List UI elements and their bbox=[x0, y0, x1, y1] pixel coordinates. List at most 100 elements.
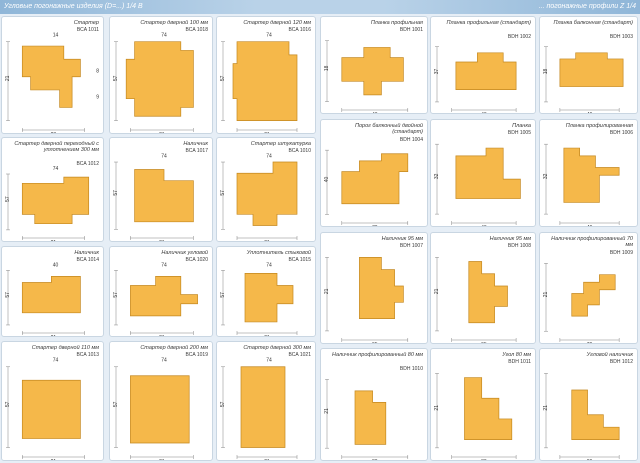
profile-title: Планка балконная (стандарт) bbox=[553, 20, 633, 26]
dimension-label: 80 bbox=[372, 459, 378, 461]
profile-title: Угол 80 мм bbox=[502, 352, 531, 358]
width-dimension-line bbox=[236, 455, 298, 459]
profile-card: 21 57 74 Стартер дверной 120 мм BCA 1016 bbox=[216, 16, 316, 134]
profile-code: BDH 1005 bbox=[507, 130, 531, 137]
dimension-label: 80 bbox=[481, 459, 487, 461]
dimension-label: 74 bbox=[161, 153, 167, 159]
width-dimension-line bbox=[341, 108, 409, 112]
height-dimension-line bbox=[544, 263, 548, 332]
dimension-label: 21 bbox=[264, 459, 270, 461]
dimension-label: 21 bbox=[51, 459, 57, 461]
profile-cross-section bbox=[572, 275, 615, 316]
profile-code: BCA 1012 bbox=[76, 160, 99, 167]
width-dimension-line bbox=[236, 128, 298, 132]
dimension-label: 70 bbox=[587, 342, 593, 344]
profile-code: BDH 1006 bbox=[609, 130, 633, 137]
dimension-label: 57 bbox=[5, 292, 11, 298]
profile-title: Планка профильная (стандарт) bbox=[446, 20, 531, 26]
dimension-label: 40 bbox=[481, 225, 487, 227]
profile-title: Наличник bbox=[183, 141, 208, 147]
profile-cross-section bbox=[22, 46, 80, 107]
profile-drawing: 21 57 40 bbox=[5, 262, 85, 336]
profile-drawing: 40 32 bbox=[543, 143, 638, 227]
dimension-label: 40 bbox=[587, 225, 593, 227]
profile-title: Наличник bbox=[74, 250, 99, 256]
profile-card: 21 57 74 Стартер дверной 200 мм BCA 1019 bbox=[109, 341, 213, 461]
profile-card: 40 32 Планка BDH 1005 bbox=[430, 119, 536, 227]
profile-title: Порог балконный двойной (стандарт) bbox=[355, 123, 423, 136]
profile-code: BCA 1011 bbox=[76, 27, 99, 34]
profile-drawing: 80 21 bbox=[434, 373, 517, 461]
profile-title: Планка bbox=[512, 123, 531, 129]
height-dimension-line bbox=[325, 257, 329, 332]
dimension-label: 32 bbox=[543, 173, 549, 179]
profile-drawing: 80 21 bbox=[543, 373, 638, 461]
height-dimension-line bbox=[221, 161, 225, 230]
dimension-label: 18 bbox=[324, 65, 330, 71]
width-dimension-line bbox=[236, 331, 298, 335]
width-dimension-line bbox=[130, 128, 194, 132]
dimension-label: 80 bbox=[587, 459, 593, 461]
profile-card: 21 57 74 Уплотнитель стыковой BCA 1015 bbox=[216, 246, 316, 337]
page-header: Угловые погонажные изделия (D=...) 1/4 B… bbox=[0, 0, 640, 14]
profile-code: BDH 1007 bbox=[399, 243, 423, 250]
dimension-label: 74 bbox=[266, 153, 272, 159]
profile-card: 21 57 74 Наличник угловой BCA 1020 bbox=[109, 246, 213, 337]
profile-cross-section bbox=[22, 380, 80, 438]
dimension-label: 57 bbox=[220, 292, 226, 298]
profile-card: 40 37 Планка профильная (стандарт) BDH 1002 bbox=[430, 16, 536, 114]
profile-card: 21 57 74 Стартер дверной 300 мм BCA 1021 bbox=[216, 341, 316, 461]
profile-card: 70 40 Порог балконный двойной (стандарт) BD… bbox=[320, 119, 428, 227]
profile-code: BCA 1017 bbox=[185, 148, 208, 155]
dimension-label: 74 bbox=[266, 262, 272, 268]
dimension-label: 57 bbox=[113, 401, 119, 407]
profile-drawing: 21 57 74 bbox=[5, 357, 85, 461]
dimension-label: 57 bbox=[113, 75, 119, 81]
profile-title: Стартер дверной переходный с уплотнением… bbox=[14, 141, 99, 154]
profile-cross-section bbox=[465, 378, 512, 440]
height-dimension-line bbox=[6, 270, 10, 326]
height-dimension-line bbox=[6, 366, 10, 448]
profile-card: 21 57 74 Стартер штукатурка BCA 1010 bbox=[216, 137, 316, 242]
profile-cross-section bbox=[135, 170, 194, 222]
profile-card: 21 57 74 Стартер дверной переходный с уплот… bbox=[1, 137, 104, 242]
profile-card: 80 21 Угол 80 мм BDH 1011 bbox=[430, 348, 536, 461]
dimension-label: 28 bbox=[51, 132, 57, 134]
height-dimension-line bbox=[325, 379, 329, 449]
dimension-label: 57 bbox=[220, 75, 226, 81]
dimension-label: 40 bbox=[53, 262, 59, 268]
dimension-label: 74 bbox=[161, 262, 167, 268]
profile-cross-section bbox=[469, 261, 508, 322]
profile-code: BCA 1016 bbox=[288, 27, 311, 34]
profile-drawing: 40 18 bbox=[324, 40, 409, 113]
header-left-text: Угловые погонажные изделия (D=...) 1/4 B bbox=[4, 3, 143, 10]
profile-drawing: 21 57 74 bbox=[113, 153, 213, 241]
dimension-label: 74 bbox=[266, 32, 272, 38]
profile-drawing: 21 57 74 bbox=[5, 166, 104, 241]
dimension-label: 57 bbox=[113, 190, 119, 196]
height-dimension-line bbox=[6, 41, 10, 121]
width-dimension-line bbox=[22, 128, 85, 132]
profile-cross-section bbox=[456, 53, 516, 90]
profile-cross-section bbox=[126, 42, 193, 117]
profile-title: Уплотнитель стыковой bbox=[246, 250, 311, 256]
height-dimension-line bbox=[221, 366, 225, 448]
profile-drawing: 40 37 bbox=[434, 46, 536, 113]
profile-code: BCA 1021 bbox=[288, 352, 311, 359]
profile-code: BCA 1018 bbox=[185, 27, 208, 34]
width-dimension-line bbox=[341, 221, 409, 225]
header-right-text: ... погонажные профили Z 1/4 bbox=[538, 3, 636, 10]
profile-cross-section bbox=[245, 273, 293, 322]
height-dimension-line bbox=[114, 270, 118, 326]
height-dimension-line bbox=[544, 373, 548, 449]
dimension-label: 21 bbox=[543, 292, 549, 298]
profile-code: BDH 1008 bbox=[507, 243, 531, 250]
height-dimension-line bbox=[221, 270, 225, 326]
profile-title: Стартер дверной 100 мм bbox=[140, 20, 208, 26]
height-dimension-line bbox=[114, 161, 118, 230]
dimension-label: 9 bbox=[96, 95, 99, 101]
profile-cross-section bbox=[355, 391, 386, 444]
profile-code: BCA 1013 bbox=[76, 352, 99, 359]
dimension-label: 70 bbox=[372, 225, 378, 227]
profile-drawing: 40 32 bbox=[434, 143, 536, 227]
